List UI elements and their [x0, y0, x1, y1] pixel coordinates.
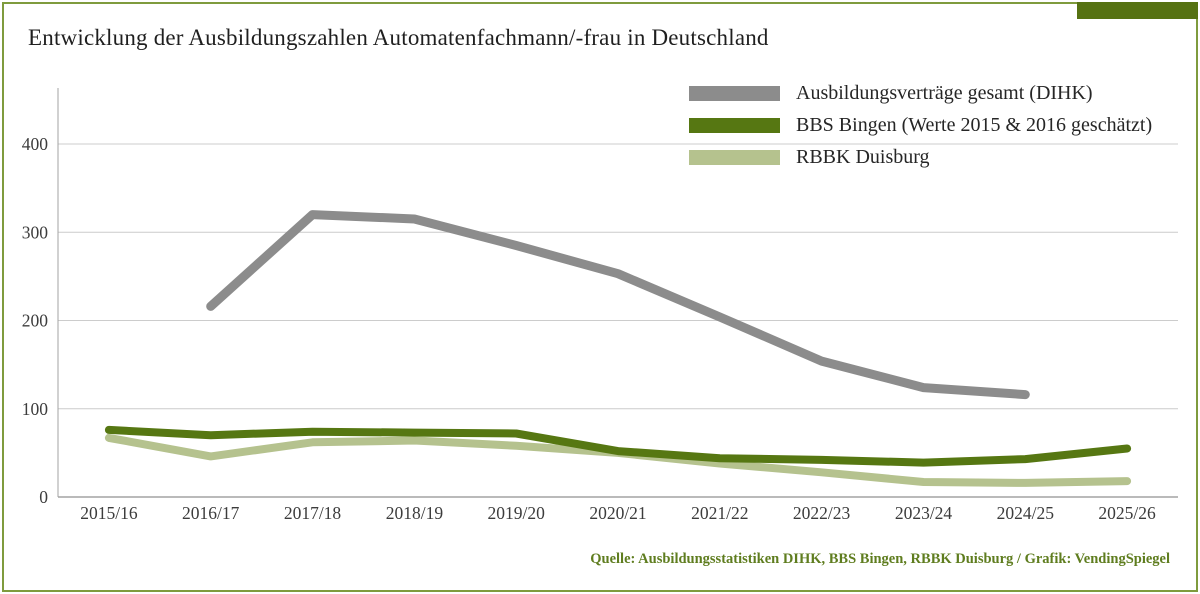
x-axis-label-2018-19: 2018/19 [386, 503, 444, 523]
legend-label-rbbk-duisburg: RBBK Duisburg [796, 145, 930, 168]
y-axis-tick-200: 200 [22, 311, 49, 331]
legend-swatch-dihk-icon [689, 85, 780, 101]
x-axis-label-2015-16: 2015/16 [80, 503, 138, 523]
x-axis-label-2025-26: 2025/26 [1098, 503, 1156, 523]
y-axis-tick-400: 400 [22, 134, 49, 154]
accent-corner-bar [1077, 2, 1198, 19]
x-axis-label-2023-24: 2023/24 [895, 503, 953, 523]
x-axis-label-2022-23: 2022/23 [793, 503, 851, 523]
legend-item-dihk: Ausbildungsverträge gesamt (DIHK) [689, 77, 1152, 109]
legend-swatch-bbs-bingen-icon [689, 117, 780, 133]
x-axis-label-2020-21: 2020/21 [589, 503, 646, 523]
y-axis-tick-300: 300 [22, 222, 49, 242]
series-line-dihk [206, 210, 1030, 400]
legend: Ausbildungsverträge gesamt (DIHK) BBS Bi… [689, 77, 1152, 173]
series-line-bbs-bingen [104, 425, 1132, 467]
source-credit: Quelle: Ausbildungsstatistiken DIHK, BBS… [590, 551, 1170, 567]
legend-swatch-rbbk-duisburg-icon [689, 149, 780, 165]
legend-label-dihk: Ausbildungsverträge gesamt (DIHK) [796, 81, 1093, 104]
x-axis-label-2024-25: 2024/25 [997, 503, 1055, 523]
x-axis-label-2021-22: 2021/22 [691, 503, 748, 523]
chart-title: Entwicklung der Ausbildungszahlen Automa… [28, 25, 769, 50]
legend-item-rbbk-duisburg: RBBK Duisburg [689, 141, 1152, 173]
legend-item-bbs-bingen: BBS Bingen (Werte 2015 & 2016 geschätzt) [689, 109, 1152, 141]
legend-label-bbs-bingen: BBS Bingen (Werte 2015 & 2016 geschätzt) [796, 113, 1153, 136]
x-axis-label-2019-20: 2019/20 [488, 503, 546, 523]
x-axis-label-2016-17: 2016/17 [182, 503, 240, 523]
y-axis-tick-0: 0 [39, 487, 48, 507]
y-axis-tick-100: 100 [22, 399, 49, 419]
x-axis-label-2017-18: 2017/18 [284, 503, 342, 523]
